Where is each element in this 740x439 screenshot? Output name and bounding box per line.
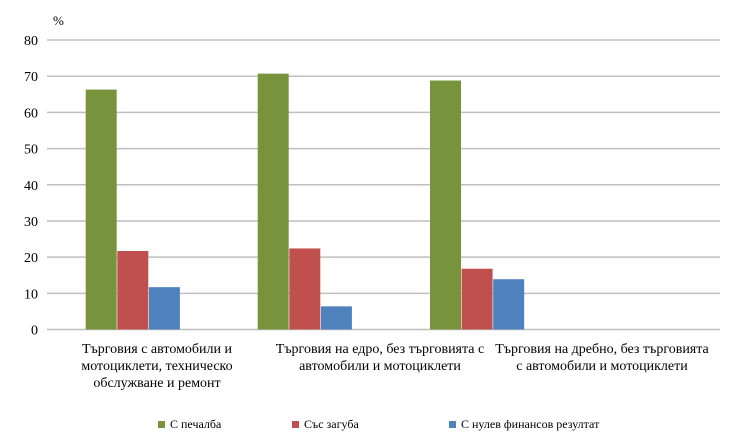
bar xyxy=(148,287,180,330)
bar xyxy=(461,268,493,330)
y-tick-label: 60 xyxy=(24,106,38,121)
y-axis-label: % xyxy=(53,13,64,28)
legend-swatch xyxy=(449,421,456,428)
bar xyxy=(117,250,149,330)
y-tick-label: 0 xyxy=(31,324,38,339)
bar xyxy=(257,73,289,330)
bar xyxy=(430,80,461,330)
legend-swatch xyxy=(292,421,299,428)
legend-item: С печалба xyxy=(158,417,221,432)
y-tick-label: 40 xyxy=(24,179,38,194)
bar xyxy=(320,306,352,330)
category-label: Търговия на дребно, без търговията с авт… xyxy=(495,342,709,374)
category-label: Търговия на едро, без търговията с автом… xyxy=(275,342,485,374)
category-label: Търговия с автомобили и мотоциклети, тех… xyxy=(81,342,233,391)
y-tick-label: 10 xyxy=(24,287,38,302)
y-tick-label: 50 xyxy=(24,143,38,158)
legend-swatch xyxy=(158,421,165,428)
legend-label: Със загуба xyxy=(304,417,359,431)
legend-item: Със загуба xyxy=(292,417,359,432)
y-tick-label: 80 xyxy=(24,34,38,49)
bar xyxy=(85,89,117,330)
bar xyxy=(493,279,525,330)
legend-label: С печалба xyxy=(170,417,222,431)
y-tick-label: 30 xyxy=(24,215,38,230)
legend-item: С нулев финансов резултат xyxy=(449,417,599,432)
legend-label: С нулев финансов резултат xyxy=(461,417,600,431)
y-tick-label: 20 xyxy=(24,251,38,266)
y-tick-label: 70 xyxy=(24,70,38,85)
bar xyxy=(289,248,321,330)
